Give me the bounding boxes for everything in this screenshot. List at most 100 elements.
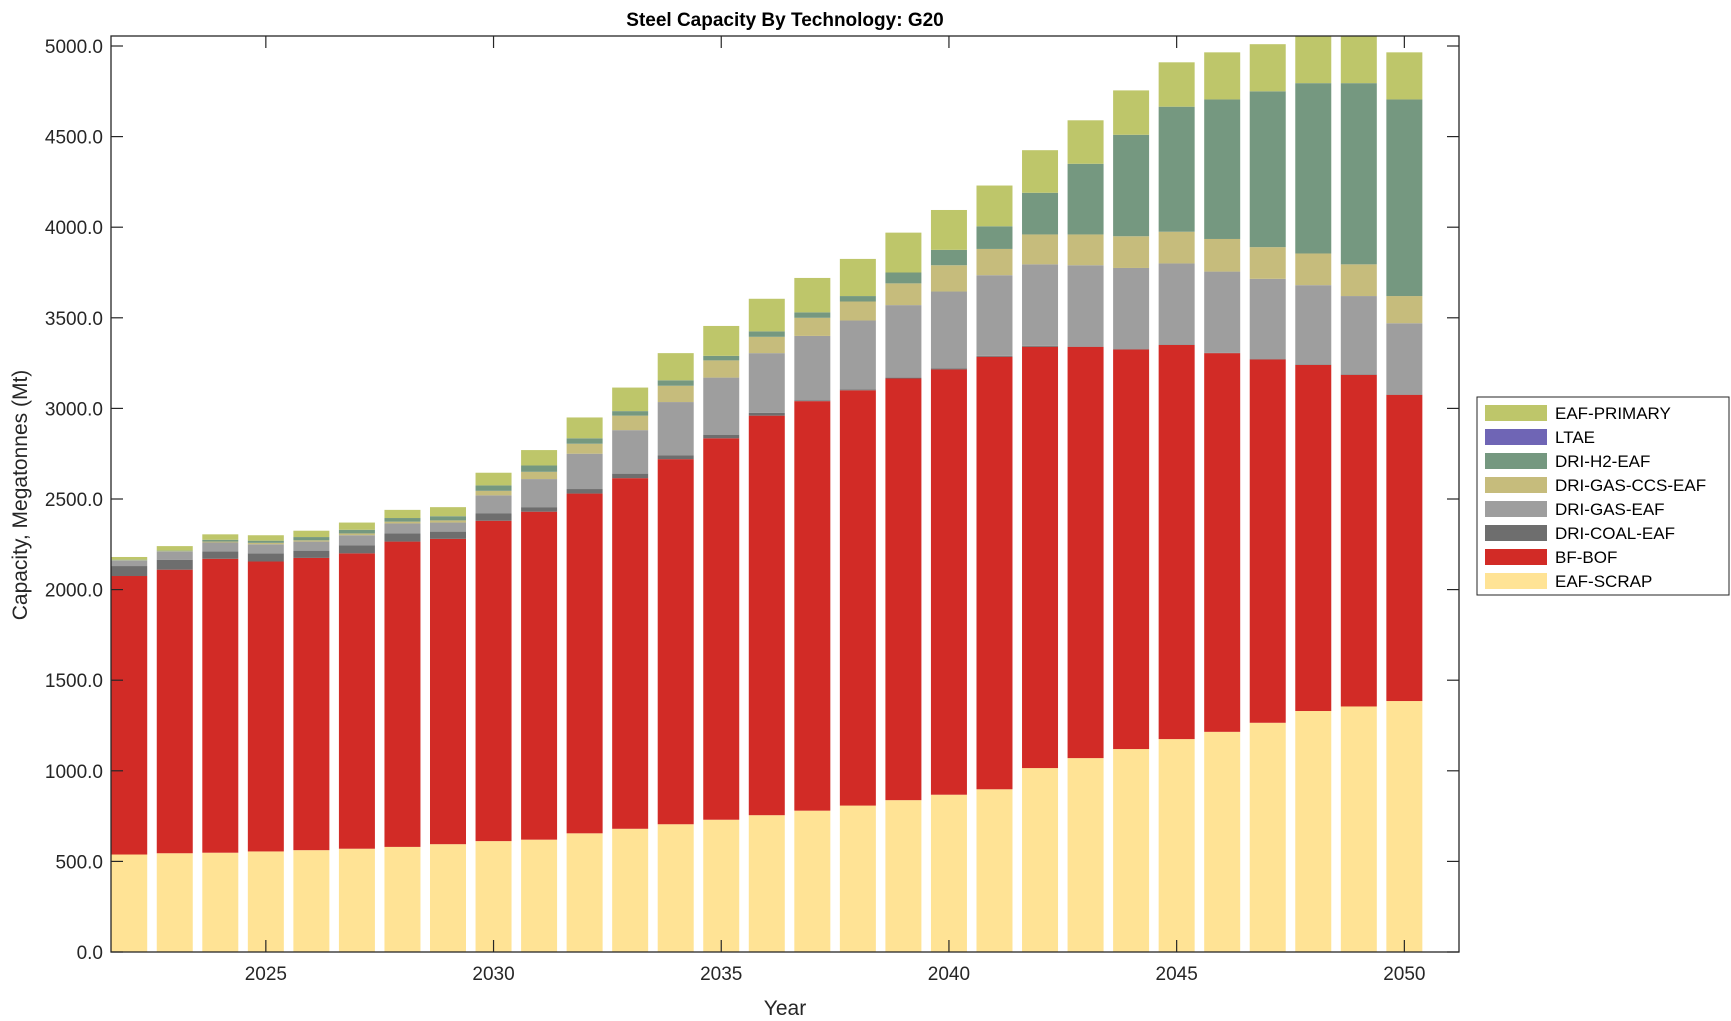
bar-segment-dri-coal-eaf-2037 [794,400,831,402]
bar-segment-dri-coal-eaf-2034 [657,455,694,460]
bar-segment-dri-gas-ccs-eaf-2027 [338,533,375,536]
legend-swatch-eaf-scrap [1485,573,1547,589]
bar-segment-dri-h2-eaf-2030 [475,485,512,491]
bar-segment-dri-h2-eaf-2041 [976,226,1013,249]
bars-group [111,36,1423,952]
bar-segment-bf-bof-2028 [384,541,421,847]
bar-segment-eaf-scrap-2043 [1067,758,1104,952]
bar-segment-dri-coal-eaf-2024 [202,551,239,559]
bar-segment-dri-gas-eaf-2030 [475,495,512,514]
bar-segment-dri-h2-eaf-2046 [1204,99,1241,239]
bar-segment-dri-gas-eaf-2027 [338,535,375,546]
bar-segment-dri-h2-eaf-2043 [1067,163,1104,235]
bar-segment-eaf-primary-2046 [1204,52,1241,100]
bar-segment-dri-gas-ccs-eaf-2024 [202,541,239,543]
bar-segment-eaf-scrap-2050 [1386,701,1423,952]
y-tick-label: 3000.0 [45,399,103,420]
bar-segment-dri-coal-eaf-2033 [612,473,649,479]
bar-segment-dri-gas-eaf-2033 [612,430,649,474]
bar-segment-dri-gas-ccs-eaf-2031 [521,471,558,480]
bar-segment-eaf-scrap-2047 [1249,722,1286,952]
y-tick-label: 4500.0 [45,128,103,149]
bar-segment-dri-gas-eaf-2031 [521,479,558,508]
bar-segment-dri-gas-ccs-eaf-2046 [1204,238,1241,272]
bar-segment-bf-bof-2024 [202,558,239,853]
bar-segment-dri-gas-ccs-eaf-2033 [612,415,649,431]
bar-segment-eaf-primary-2042 [1022,150,1059,193]
bar-segment-eaf-scrap-2038 [839,805,876,952]
legend-label-bf-bof: BF-BOF [1555,548,1617,567]
bar-segment-dri-gas-ccs-eaf-2041 [976,248,1013,276]
bar-segment-dri-h2-eaf-2039 [885,272,922,284]
bar-segment-dri-gas-ccs-eaf-2038 [839,301,876,321]
bar-segment-dri-gas-ccs-eaf-2044 [1113,236,1150,268]
bar-segment-dri-gas-ccs-eaf-2034 [657,385,694,403]
bar-segment-eaf-primary-2048 [1295,36,1332,84]
bar-segment-eaf-scrap-2028 [384,846,421,952]
bar-segment-bf-bof-2022 [111,576,148,855]
bar-segment-dri-h2-eaf-2035 [703,355,740,361]
bar-segment-eaf-primary-2037 [794,277,831,313]
bar-segment-dri-gas-ccs-eaf-2037 [794,317,831,336]
bar-segment-bf-bof-2026 [293,557,330,851]
legend-swatch-dri-h2-eaf [1485,453,1547,469]
bar-segment-dri-coal-eaf-2029 [430,531,466,539]
y-tick-label: 1500.0 [45,671,103,692]
x-axis-label: Year [764,997,806,1020]
bar-segment-dri-gas-ccs-eaf-2028 [384,521,421,524]
bar-segment-eaf-scrap-2022 [111,854,148,952]
bar-segment-eaf-primary-2028 [384,509,421,519]
y-tick-label: 500.0 [55,852,103,873]
bar-segment-dri-gas-ccs-eaf-2026 [293,540,330,542]
bar-segment-bf-bof-2045 [1158,344,1195,740]
bar-segment-eaf-scrap-2035 [703,819,740,952]
legend-label-dri-gas-eaf: DRI-GAS-EAF [1555,500,1665,519]
bar-segment-bf-bof-2037 [794,401,831,811]
bar-segment-dri-gas-eaf-2038 [839,320,876,390]
bar-segment-dri-h2-eaf-2042 [1022,192,1059,235]
bar-segment-dri-gas-eaf-2040 [930,291,967,369]
bar-segment-dri-gas-ccs-eaf-2043 [1067,234,1104,266]
bar-segment-bf-bof-2038 [839,390,876,806]
bar-segment-dri-gas-ccs-eaf-2032 [566,443,603,454]
bar-segment-eaf-primary-2032 [566,417,603,439]
bar-segment-bf-bof-2040 [930,369,967,795]
y-tick-label: 0.0 [77,943,103,964]
bar-segment-dri-gas-eaf-2022 [111,560,148,567]
bar-segment-dri-gas-eaf-2048 [1295,285,1332,365]
bar-segment-bf-bof-2041 [976,356,1013,790]
bar-segment-eaf-primary-2039 [885,232,922,273]
bar-segment-bf-bof-2048 [1295,364,1332,712]
bar-segment-bf-bof-2035 [703,438,740,820]
bar-segment-dri-h2-eaf-2028 [384,518,421,522]
bar-segment-eaf-scrap-2039 [885,800,922,952]
bar-segment-dri-gas-eaf-2043 [1067,265,1104,347]
bar-segment-dri-h2-eaf-2032 [566,438,603,444]
bar-segment-eaf-primary-2050 [1386,52,1423,100]
x-axis-ticks: 2025 2030 2035 2040 2045 2050 [245,36,1425,985]
x-tick-label: 2030 [472,964,514,985]
bar-segment-dri-coal-eaf-2028 [384,533,421,542]
bar-segment-eaf-scrap-2048 [1295,711,1332,952]
bar-segment-eaf-primary-2024 [202,534,239,540]
bar-segment-dri-gas-eaf-2037 [794,335,831,401]
bar-segment-eaf-primary-2047 [1249,44,1286,92]
bar-segment-dri-coal-eaf-2038 [839,389,876,391]
bar-segment-bf-bof-2047 [1249,359,1286,723]
bar-segment-bf-bof-2049 [1340,374,1377,707]
bar-segment-dri-h2-eaf-2026 [293,537,330,541]
legend-label-dri-h2-eaf: DRI-H2-EAF [1555,452,1650,471]
y-tick-label: 3500.0 [45,309,103,330]
bar-segment-bf-bof-2023 [156,569,193,854]
bar-segment-eaf-primary-2033 [612,387,649,412]
bar-segment-eaf-primary-2031 [521,450,558,466]
bar-segment-dri-coal-eaf-2030 [475,513,512,521]
bar-segment-bf-bof-2036 [748,415,785,816]
bar-segment-eaf-scrap-2040 [930,794,967,952]
bar-segment-eaf-primary-2025 [247,535,284,541]
bar-segment-dri-h2-eaf-2029 [430,516,466,521]
legend: EAF-PRIMARY LTAE DRI-H2-EAF DRI-GAS-CCS-EAF… [1476,396,1730,596]
bar-segment-bf-bof-2050 [1386,394,1423,702]
bar-segment-dri-gas-eaf-2045 [1158,263,1195,345]
bar-segment-eaf-primary-2040 [930,209,967,250]
